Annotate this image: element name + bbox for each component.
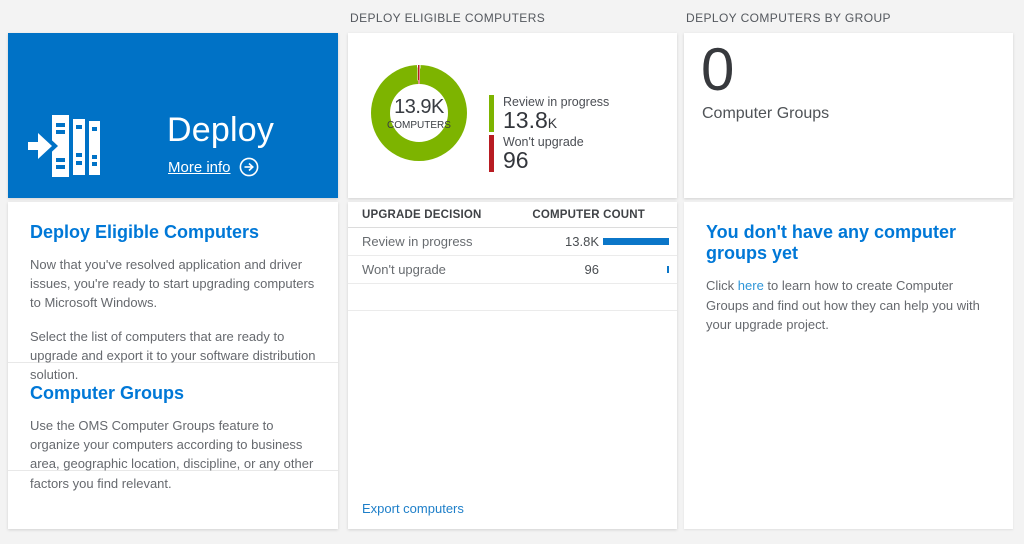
eligible-computers-tile: 13.9K COMPUTERS Review in progress 13.8K… — [348, 33, 677, 198]
deploy-tile-title: Deploy — [167, 111, 275, 149]
legend-item-review: Review in progress 13.8K — [489, 95, 609, 132]
legend-value-suffix: K — [547, 115, 558, 131]
table-header-row: UPGRADE DECISION COMPUTER COUNT — [348, 202, 677, 228]
legend-swatch-red — [489, 135, 494, 172]
legend-item-wont-upgrade: Won't upgrade 96 — [489, 135, 609, 172]
donut-legend: Review in progress 13.8K Won't upgrade 9… — [489, 95, 609, 175]
section-paragraph: Use the OMS Computer Groups feature to o… — [30, 418, 314, 491]
empty-state-heading: You don't have any computer groups yet — [706, 222, 956, 263]
table-empty-row — [348, 284, 677, 311]
deploy-icon — [28, 113, 102, 184]
table-header-decision: UPGRADE DECISION — [362, 208, 482, 221]
deploy-tile[interactable]: Deploy More info — [8, 33, 338, 198]
table-row[interactable]: Review in progress 13.8K — [348, 228, 677, 256]
legend-swatch-green — [489, 95, 494, 132]
computer-groups-count-label: Computer Groups — [702, 105, 830, 122]
empty-state-text-after: to learn how to create Computer Groups a… — [706, 278, 980, 332]
computer-groups-count: 0 — [701, 36, 735, 103]
section-paragraph: Select the list of computers that are re… — [30, 328, 316, 383]
more-info-link[interactable]: More info — [168, 157, 259, 177]
section-paragraph: Now that you've resolved application and… — [30, 257, 315, 311]
section-heading-deploy-eligible: Deploy Eligible Computers — [30, 222, 260, 242]
empty-section — [8, 470, 338, 527]
computer-groups-empty-card: You don't have any computer groups yet C… — [684, 202, 1013, 529]
count-bar — [667, 266, 669, 273]
donut-chart[interactable]: 13.9K COMPUTERS — [371, 65, 467, 161]
export-computers-link[interactable]: Export computers — [362, 501, 464, 516]
row-count: 13.8K — [565, 234, 599, 249]
more-info-label: More info — [168, 158, 231, 176]
upgrade-decision-table-card: UPGRADE DECISION COMPUTER COUNT Review i… — [348, 202, 677, 529]
row-decision: Review in progress — [362, 234, 473, 249]
count-bar — [603, 238, 669, 245]
row-decision: Won't upgrade — [362, 262, 446, 277]
table-row[interactable]: Won't upgrade 96 — [348, 256, 677, 284]
computer-groups-count-tile[interactable]: 0 Computer Groups — [684, 33, 1013, 198]
legend-label: Won't upgrade — [503, 135, 584, 149]
deploy-eligible-section: Deploy Eligible Computers Now that you'v… — [8, 202, 338, 382]
column-header-groups: DEPLOY COMPUTERS BY GROUP — [686, 11, 891, 25]
legend-value: 13.8 — [503, 107, 548, 133]
arrow-circle-icon — [239, 157, 259, 177]
donut-center: 13.9K COMPUTERS — [387, 84, 451, 142]
donut-center-label: COMPUTERS — [387, 119, 451, 131]
here-link[interactable]: here — [737, 278, 764, 293]
donut-center-value: 13.9K — [394, 95, 444, 118]
legend-value: 96 — [503, 147, 529, 173]
legend-label: Review in progress — [503, 95, 610, 109]
table-header-count: COMPUTER COUNT — [532, 208, 645, 221]
row-count: 96 — [584, 262, 599, 277]
section-heading-computer-groups: Computer Groups — [30, 383, 185, 403]
column-header-eligible: DEPLOY ELIGIBLE COMPUTERS — [350, 11, 546, 25]
deploy-info-card: Deploy Eligible Computers Now that you'v… — [8, 202, 338, 529]
computer-groups-section: Computer Groups Use the OMS Computer Gro… — [8, 362, 338, 491]
empty-state-text: Click here to learn how to create Comput… — [706, 276, 991, 335]
empty-state-text-before: Click — [706, 278, 738, 293]
